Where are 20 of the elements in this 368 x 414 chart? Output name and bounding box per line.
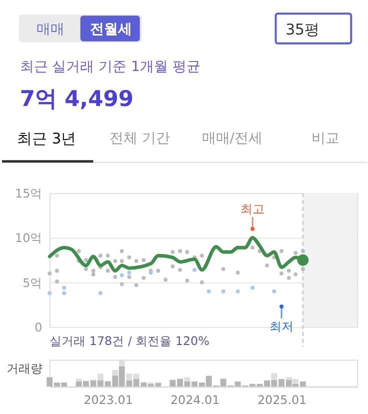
x-tick-label: 2024.01 [170, 392, 220, 407]
annotation: 최고 [240, 202, 265, 216]
text: 최근 3년 [17, 130, 76, 148]
text: 비교 [311, 130, 340, 147]
text: 전월세 [90, 21, 132, 38]
text: 매매/전세 [202, 130, 262, 147]
y-tick-label: 10억 [15, 231, 42, 246]
x-tick-label: 2023.01 [84, 392, 133, 407]
text: 7억 4,499 [20, 86, 134, 112]
text: 전체 기간 [110, 130, 170, 147]
annotation: 최저 [270, 319, 294, 334]
y-tick-label: 0 [34, 320, 42, 334]
x-tick-label: 2025.01 [257, 392, 307, 407]
y-tick-label: 5억 [22, 276, 42, 290]
text: 최근 실거래 기준 1개월 평균 [20, 59, 200, 76]
text: 매매 [36, 21, 65, 38]
text: 실거래 178건 / 회전율 120% [50, 334, 210, 348]
text: 35평 [286, 20, 320, 38]
y-axis-title: 거래량 [6, 362, 42, 376]
y-tick-label: 15억 [15, 186, 42, 201]
